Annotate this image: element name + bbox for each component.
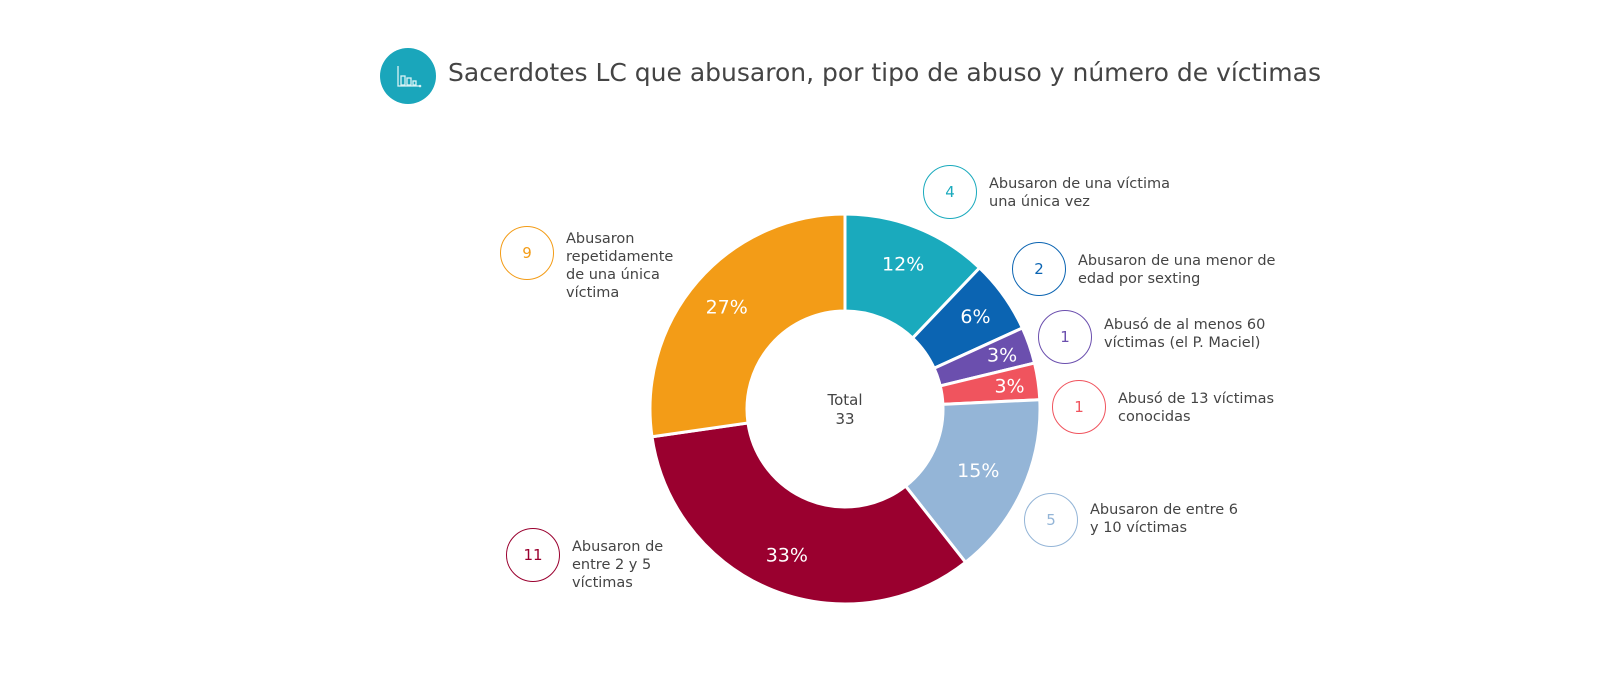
legend-label-2: 1 Abusó de al menos 60 víctimas (el P. Ma… (1038, 310, 1294, 364)
donut-slice-5 (650, 421, 968, 606)
percent-label-4: 15% (957, 460, 999, 482)
legend-label-3: 1 Abusó de 13 víctimas conocidas (1052, 380, 1308, 434)
legend-label-0: 4 Abusaron de una víctima una única vez (923, 165, 1189, 219)
percent-label-5: 33% (766, 544, 808, 566)
center-center-label: Total (826, 391, 862, 409)
count-circle: 2 (1012, 242, 1066, 296)
legend-label-1: 2 Abusaron de una menor de edad por sexti… (1012, 242, 1288, 296)
legend-label-6: 9 Abusaron repetidamente de una única víc… (500, 226, 696, 302)
percent-label-3: 3% (994, 375, 1024, 397)
chart-title: Sacerdotes LC que abusaron, por tipo de … (448, 58, 1321, 87)
legend-label-4: 5 Abusaron de entre 6 y 10 víctimas (1024, 493, 1250, 547)
percent-label-1: 6% (960, 306, 990, 328)
count-circle: 1 (1038, 310, 1092, 364)
bar-chart-icon (380, 48, 436, 104)
center-center-value: 33 (835, 410, 854, 428)
donut-slice-6 (648, 212, 847, 439)
count-circle: 4 (923, 165, 977, 219)
percent-label-0: 12% (882, 254, 924, 276)
count-circle: 5 (1024, 493, 1078, 547)
count-circle: 11 (506, 528, 560, 582)
count-circle: 1 (1052, 380, 1106, 434)
percent-label-6: 27% (706, 297, 748, 319)
percent-label-2: 3% (987, 345, 1017, 367)
legend-label-5: 11 Abusaron de entre 2 y 5 víctimas (506, 528, 682, 592)
count-circle: 9 (500, 226, 554, 280)
